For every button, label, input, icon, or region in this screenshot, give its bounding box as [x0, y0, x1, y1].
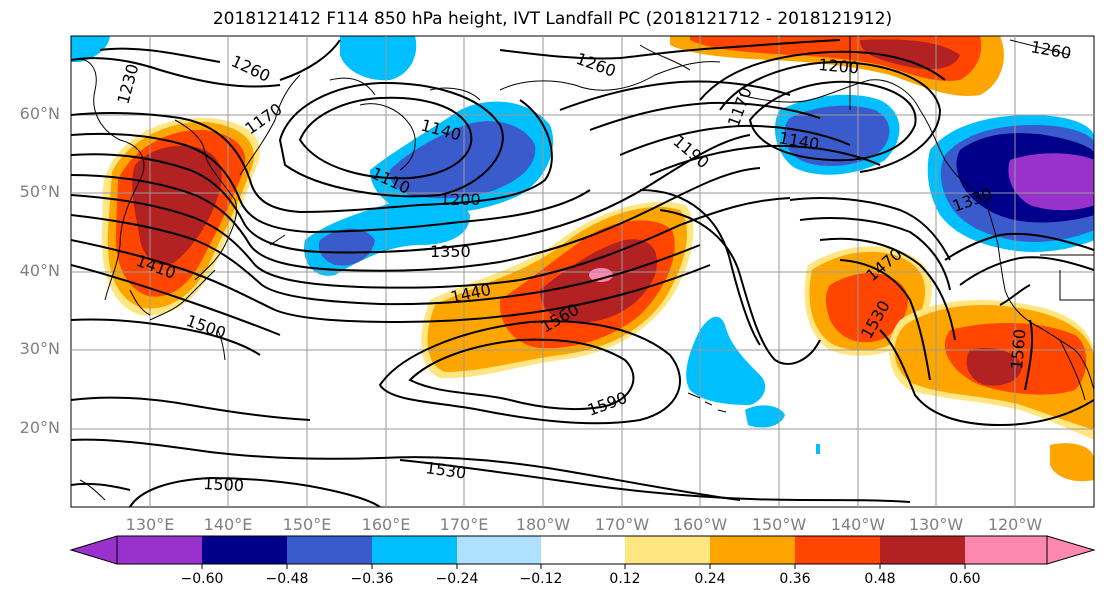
colorbar-tick-label: −0.12 [519, 571, 563, 587]
lat-label: 50°N [19, 182, 60, 201]
colorbar-segment [710, 536, 795, 564]
coastlines [71, 36, 1094, 501]
colorbar-tick-label: −0.60 [180, 571, 224, 587]
colorbar-tick-label: 0.24 [694, 571, 726, 587]
colorbar-tick-label: 0.36 [779, 571, 811, 587]
contour-label: 1590 [585, 388, 630, 420]
colorbar-segment [457, 536, 541, 564]
colorbar-outline [116, 535, 1048, 565]
lon-label: 150°W [751, 515, 807, 534]
colorbar-segment [117, 536, 202, 564]
lon-label: 130°W [908, 515, 964, 534]
lat-label: 60°N [19, 104, 60, 123]
contour-label: 1200 [818, 55, 860, 77]
colorbar-segment [625, 536, 710, 564]
colorbar-segment [287, 536, 372, 564]
colorbar [69, 535, 1096, 569]
lat-label: 40°N [19, 261, 60, 280]
colorbar-tick-label: 0.60 [949, 571, 981, 587]
lon-label: 120°W [987, 515, 1043, 534]
colorbar-segment [541, 536, 625, 564]
contour-label: 1350 [430, 242, 471, 261]
colorbar-segment [202, 536, 287, 564]
height-contours [71, 39, 1094, 507]
contour-label: 1170 [241, 99, 285, 138]
colorbar-tick-label: 0.12 [609, 571, 641, 587]
ivt-positive-north [670, 36, 1004, 96]
colorbar-arrow-left [69, 535, 118, 565]
lon-label: 170°E [439, 515, 489, 534]
contour-label: 1260 [1029, 37, 1072, 63]
contour-label: 1560 [1007, 328, 1029, 370]
lon-label: 140°W [830, 515, 886, 534]
contour-label: 1260 [574, 49, 619, 81]
colorbar-segment [372, 536, 457, 564]
colorbar-tick-label: −0.48 [265, 571, 309, 587]
lon-label: 150°E [282, 515, 332, 534]
map-title: 2018121412 F114 850 hPa height, IVT Land… [212, 9, 893, 29]
contour-label: 1200 [440, 190, 481, 209]
colorbar-tick-label: −0.24 [435, 571, 479, 587]
lon-label: 160°W [672, 515, 728, 534]
lat-label: 20°N [19, 418, 60, 437]
gridlines [71, 36, 1094, 507]
contour-label: 1500 [184, 311, 229, 343]
colorbar-segment [965, 536, 1047, 564]
lon-label: 140°E [203, 515, 253, 534]
contour-label: 1230 [114, 62, 143, 106]
lon-label: 160°E [361, 515, 411, 534]
contour-label: 1500 [203, 474, 245, 495]
colorbar-segment [880, 536, 965, 564]
contour-label: 1260 [228, 51, 273, 85]
colorbar-arrow-right [1046, 535, 1096, 565]
lon-label: 180°W [515, 515, 571, 534]
lat-label: 30°N [19, 339, 60, 358]
ivt-positive-northeast-pacific [804, 246, 1094, 482]
contour-label: 1530 [424, 458, 467, 482]
lon-label: 170°W [594, 515, 650, 534]
colorbar-tick-label: 0.48 [864, 571, 896, 587]
colorbar-segment [795, 536, 880, 564]
contour-label: 1190 [669, 132, 712, 173]
lon-label: 130°E [125, 515, 175, 534]
colorbar-tick-label: −0.36 [350, 571, 394, 587]
